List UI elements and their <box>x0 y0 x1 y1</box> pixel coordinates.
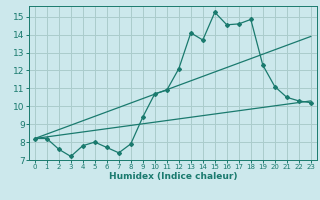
X-axis label: Humidex (Indice chaleur): Humidex (Indice chaleur) <box>108 172 237 181</box>
